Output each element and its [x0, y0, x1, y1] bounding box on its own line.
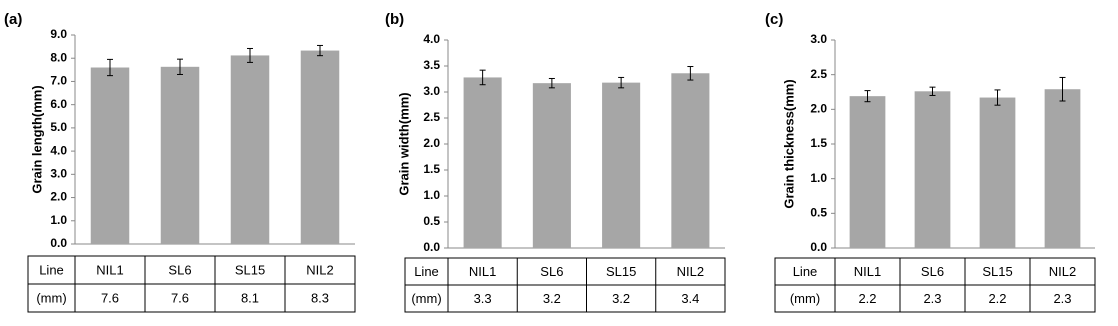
bar [979, 97, 1016, 249]
value-label: 8.1 [241, 290, 259, 305]
error-bar [247, 47, 253, 63]
y-tick-label: 4.0 [423, 32, 440, 46]
error-bar [687, 66, 694, 81]
category-label: SL6 [168, 262, 191, 277]
error-bar [107, 58, 113, 77]
y-tick-label: 3.0 [810, 32, 827, 46]
y-tick-label: 1.0 [50, 213, 67, 227]
category-label: SL15 [606, 264, 636, 279]
value-label: 7.6 [171, 290, 189, 305]
y-tick-label: 1.5 [423, 162, 440, 176]
y-tick-label: 4.0 [50, 143, 67, 157]
bar [914, 91, 951, 248]
y-axis-title: Grain length(mm) [29, 85, 44, 193]
panel-label: (c) [765, 11, 783, 28]
error-bar [317, 44, 323, 57]
category-label: SL6 [540, 264, 563, 279]
y-tick-label: 0.5 [810, 206, 827, 220]
bar [849, 96, 886, 248]
value-label: 2.2 [988, 291, 1006, 306]
error-bar [929, 86, 936, 96]
y-tick-label: 2.0 [423, 136, 440, 150]
y-axis-title: Grain thickness(mm) [781, 79, 796, 208]
y-tick-label: 2.0 [50, 190, 67, 204]
value-label: 3.2 [543, 291, 561, 306]
y-tick-label: 2.5 [810, 67, 827, 81]
y-tick-label: 0.5 [423, 214, 440, 228]
category-label: SL15 [235, 262, 265, 277]
panel-label: (b) [385, 11, 404, 28]
bar [1044, 89, 1081, 248]
table-header: Line [793, 264, 818, 279]
y-tick-label: 3.0 [423, 84, 440, 98]
category-label: SL6 [921, 264, 944, 279]
category-label: NIL2 [306, 262, 333, 277]
value-label: 7.6 [101, 290, 119, 305]
bar [671, 73, 710, 248]
y-tick-label: 2.5 [423, 110, 440, 124]
category-label: SL15 [982, 264, 1012, 279]
y-tick-label: 1.5 [810, 136, 827, 150]
y-tick-label: 0.0 [810, 240, 827, 254]
y-tick-label: 8.0 [50, 50, 67, 64]
value-label: 3.3 [474, 291, 492, 306]
y-tick-label: 7.0 [50, 74, 67, 88]
y-tick-label: 1.0 [810, 171, 827, 185]
panel-label: (a) [4, 11, 22, 28]
bar [463, 77, 502, 248]
error-bar [994, 89, 1001, 106]
table-header: Line [414, 264, 439, 279]
value-label: 2.3 [1053, 291, 1071, 306]
category-label: NIL2 [677, 264, 704, 279]
error-bar [177, 58, 183, 75]
error-bar [864, 90, 871, 103]
y-axis-title: Grain width(mm) [396, 92, 411, 195]
y-tick-label: 1.0 [423, 188, 440, 202]
y-tick-label: 9.0 [50, 27, 67, 41]
category-label: NIL1 [96, 262, 123, 277]
table-header: Line [39, 262, 64, 277]
y-tick-label: 0.0 [423, 240, 440, 254]
bar [300, 50, 340, 245]
error-bar [479, 69, 486, 86]
table-unit: (mm) [36, 290, 66, 305]
error-bar [618, 76, 625, 89]
table-unit: (mm) [411, 291, 441, 306]
error-bar [548, 77, 555, 89]
table-unit: (mm) [790, 291, 820, 306]
bar [602, 82, 641, 248]
value-label: 3.4 [681, 291, 699, 306]
y-tick-label: 3.5 [423, 58, 440, 72]
value-label: 2.2 [858, 291, 876, 306]
value-label: 3.2 [612, 291, 630, 306]
bar [90, 67, 130, 244]
y-tick-label: 2.0 [810, 102, 827, 116]
category-label: NIL1 [854, 264, 881, 279]
y-tick-label: 0.0 [50, 236, 67, 250]
category-label: NIL2 [1049, 264, 1076, 279]
y-tick-label: 5.0 [50, 120, 67, 134]
category-label: NIL1 [469, 264, 496, 279]
bar [532, 83, 571, 248]
error-bar [1059, 76, 1066, 102]
y-tick-label: 6.0 [50, 97, 67, 111]
value-label: 8.3 [311, 290, 329, 305]
value-label: 2.3 [923, 291, 941, 306]
bar [230, 55, 270, 245]
y-tick-label: 3.0 [50, 167, 67, 181]
bar [160, 66, 200, 244]
